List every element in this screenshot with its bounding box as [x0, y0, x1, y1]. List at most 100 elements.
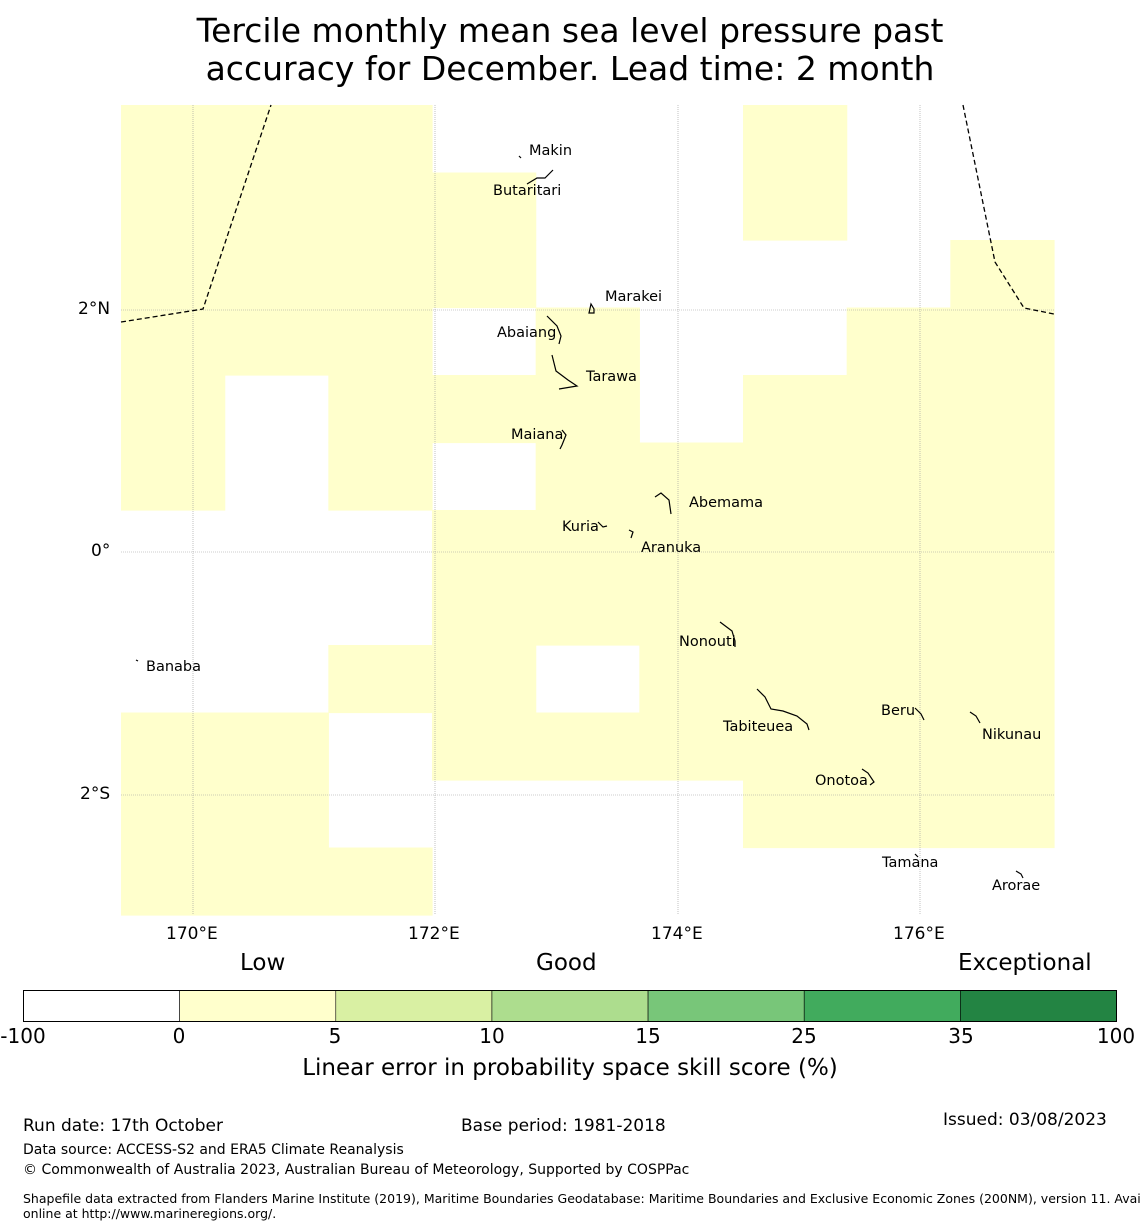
- skill-cell: [846, 375, 951, 444]
- skill-cell: [121, 307, 226, 376]
- skill-cell: [328, 442, 433, 511]
- colorbar-swatch: [335, 990, 493, 1022]
- label-aranuka: Aranuka: [641, 540, 701, 556]
- colorbar: [23, 990, 1117, 1022]
- skill-cell: [950, 577, 1055, 646]
- skill-cell: [743, 510, 848, 579]
- skill-cell: [535, 307, 640, 376]
- colorbar-tick: 0: [172, 1024, 186, 1048]
- title-line-2: accuracy for December. Lead time: 2 mont…: [205, 49, 935, 88]
- colorbar-category-exceptional: Exceptional: [958, 950, 1092, 976]
- colorbar-tick: 25: [791, 1024, 817, 1048]
- skill-cell: [224, 780, 329, 849]
- skill-cell: [743, 645, 848, 714]
- label-banaba: Banaba: [146, 659, 201, 675]
- lon-tick-176e: 176°E: [893, 924, 945, 944]
- skill-cell: [121, 105, 226, 174]
- label-arorae: Arorae: [992, 878, 1040, 894]
- skill-cell: [121, 847, 226, 916]
- skill-cell: [950, 375, 1055, 444]
- colorbar-tick: 15: [635, 1024, 661, 1048]
- skill-cell: [121, 780, 226, 849]
- skill-cell: [121, 375, 226, 444]
- island-butaritari: [526, 169, 554, 185]
- label-onotoa: Onotoa: [815, 773, 868, 789]
- skill-cell: [846, 712, 951, 781]
- colorbar-tick: 5: [328, 1024, 342, 1048]
- island-tamana: [914, 853, 919, 858]
- colorbar-title: Linear error in probability space skill …: [302, 1055, 838, 1081]
- lon-tick-172e: 172°E: [408, 924, 460, 944]
- label-butaritari: Butaritari: [493, 183, 561, 199]
- skill-cell: [950, 307, 1055, 376]
- eez-boundary-east: [962, 104, 1055, 315]
- lat-tick-2n: 2°N: [78, 299, 111, 319]
- skill-cell: [328, 172, 433, 241]
- island-kuria: [597, 521, 608, 528]
- island-tabiteuea: [756, 688, 810, 731]
- eez-boundaries: [120, 104, 1055, 323]
- title-line-1: Tercile monthly mean sea level pressure …: [196, 11, 944, 50]
- colorbar-swatch: [23, 990, 180, 1022]
- copyright: © Commonwealth of Australia 2023, Austra…: [23, 1162, 690, 1178]
- label-kuria: Kuria: [562, 519, 599, 535]
- label-maiana: Maiana: [511, 427, 563, 443]
- island-banaba: [135, 659, 139, 662]
- skill-cell: [950, 645, 1055, 714]
- skill-cell: [121, 442, 226, 511]
- skill-cell: [535, 375, 640, 444]
- data-source: Data source: ACCESS-S2 and ERA5 Climate …: [23, 1142, 404, 1158]
- skill-cell: [743, 375, 848, 444]
- skill-cell: [846, 645, 951, 714]
- skill-cells: [121, 105, 1055, 916]
- skill-cell: [224, 105, 329, 174]
- skill-cell: [224, 240, 329, 309]
- island-beru: [914, 707, 925, 721]
- label-marakei: Marakei: [605, 289, 662, 305]
- skill-cell: [639, 645, 744, 714]
- colorbar-swatch: [803, 990, 961, 1022]
- label-tabiteuea: Tabiteuea: [722, 719, 793, 735]
- skill-cell: [846, 510, 951, 579]
- skill-cell: [121, 240, 226, 309]
- island-aranuka: [628, 529, 634, 539]
- skill-cell: [328, 240, 433, 309]
- skill-cell: [432, 510, 537, 579]
- island-nonouti: [719, 621, 736, 647]
- lat-tick-0: 0°: [91, 541, 111, 561]
- skill-cell: [950, 712, 1055, 781]
- colorbar-swatch: [491, 990, 649, 1022]
- shapefile-credit: Shapefile data extracted from Flanders M…: [23, 1191, 1140, 1221]
- colorbar-swatch: [647, 990, 805, 1022]
- island-maiana: [559, 429, 567, 450]
- skill-cell: [121, 172, 226, 241]
- skill-cell: [328, 375, 433, 444]
- shapefile-credit-line-2: online at http://www.marineregions.org/.: [23, 1206, 277, 1221]
- skill-cell: [328, 105, 433, 174]
- skill-cell: [224, 847, 329, 916]
- skill-cell: [846, 442, 951, 511]
- skill-cell: [328, 645, 433, 714]
- skill-cell: [328, 847, 433, 916]
- label-abemama: Abemama: [689, 495, 763, 511]
- colorbar-swatch: [960, 990, 1117, 1022]
- skill-cell: [224, 712, 329, 781]
- skill-cell: [743, 780, 848, 849]
- eez-boundary-west: [120, 104, 272, 323]
- skill-cell: [535, 510, 640, 579]
- skill-cell: [743, 105, 848, 174]
- colorbar-tick: 100: [1096, 1024, 1136, 1048]
- run-date: Run date: 17th October: [23, 1116, 223, 1136]
- lon-tick-174e: 174°E: [651, 924, 703, 944]
- place-labels: Makin Butaritari Marakei Abaiang Tarawa …: [146, 143, 1041, 894]
- skill-cell: [743, 442, 848, 511]
- island-nikunau: [969, 711, 981, 724]
- skill-cell: [535, 712, 640, 781]
- island-abemama: [654, 492, 672, 515]
- issued-date: Issued: 03/08/2023: [943, 1110, 1107, 1130]
- skill-cell: [432, 375, 537, 444]
- skill-cell: [743, 712, 848, 781]
- skill-cell: [743, 577, 848, 646]
- island-onotoa: [861, 768, 875, 786]
- skill-cell: [950, 240, 1055, 309]
